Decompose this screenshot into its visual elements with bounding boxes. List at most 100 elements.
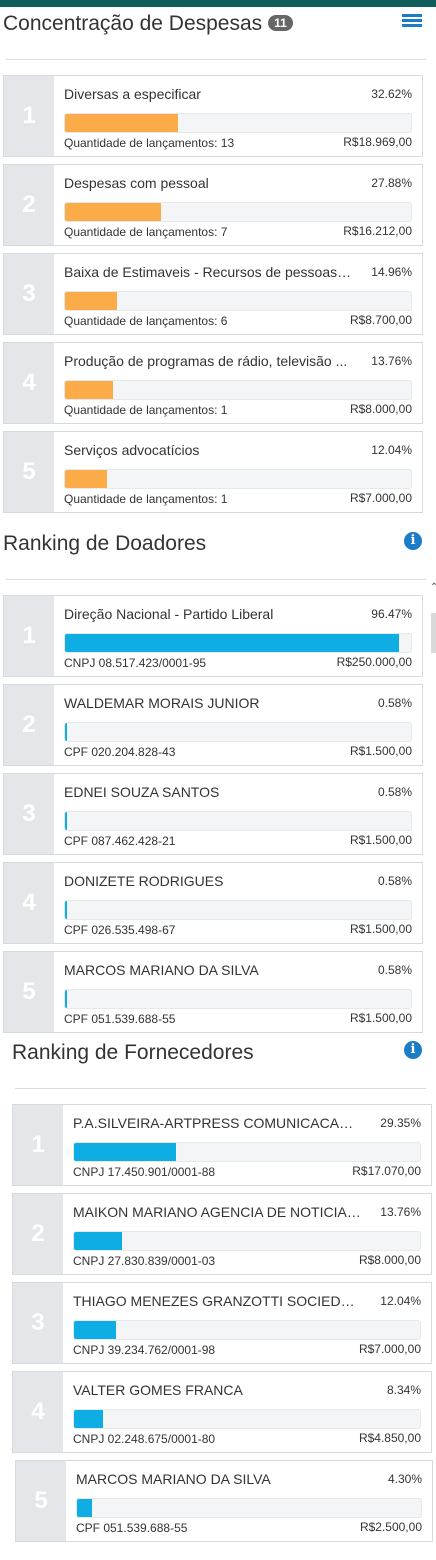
- item-amount: R$17.070,00: [352, 1164, 421, 1178]
- progress-fill: [65, 470, 107, 488]
- item-detail: CNPJ 08.517.423/0001-95: [64, 656, 207, 670]
- progress-bar: [76, 1498, 422, 1518]
- card-body: THIAGO MENEZES GRANZOTTI SOCIEDADE I... 1…: [73, 1283, 421, 1363]
- progress-fill: [65, 381, 113, 399]
- progress-bar: [64, 113, 412, 133]
- progress-bar: [64, 722, 412, 742]
- item-amount: R$4.850,00: [358, 1431, 421, 1445]
- item-amount: R$18.969,00: [343, 135, 412, 149]
- item-detail: Quantidade de lançamentos: 7: [64, 225, 228, 239]
- progress-bar: [64, 202, 412, 222]
- item-name: Baixa de Estimaveis - Recursos de pessoa…: [64, 264, 354, 280]
- progress-fill: [65, 901, 68, 919]
- top-accent-bar: [0, 0, 436, 7]
- ranking-card[interactable]: 2 Despesas com pessoal 27.88% Quantidade de…: [3, 164, 423, 246]
- card-body: WALDEMAR MORAIS JUNIOR 0.58% CPF 020.204.8…: [64, 685, 412, 765]
- item-amount: R$8.000,00: [358, 1253, 421, 1267]
- progress-bar: [64, 291, 412, 311]
- ranking-card[interactable]: 4 DONIZETE RODRIGUES 0.58% CPF 026.535.498-…: [3, 862, 423, 944]
- item-percent: 0.58%: [377, 785, 412, 799]
- card-body: Produção de programas de rádio, televisã…: [64, 343, 412, 423]
- ranking-card[interactable]: 5 MARCOS MARIANO DA SILVA 4.30% CPF 051.539…: [15, 1460, 433, 1542]
- item-name: Despesas com pessoal: [64, 175, 209, 191]
- progress-bar: [64, 989, 412, 1009]
- item-percent: 96.47%: [371, 607, 412, 621]
- item-percent: 12.04%: [371, 443, 412, 457]
- rank-number: 4: [4, 343, 54, 423]
- item-detail: CPF 020.204.828-43: [64, 745, 176, 759]
- ranking-card[interactable]: 1 P.A.SILVEIRA-ARTPRESS COMUNICACAO VIS..…: [12, 1104, 432, 1186]
- section-header-concentracao: Concentração de Despesas 11: [3, 10, 426, 60]
- item-name: DONIZETE RODRIGUES: [64, 873, 224, 889]
- rank-number: 5: [4, 432, 54, 512]
- section-header-fornecedores: Ranking de Fornecedores i: [12, 1039, 426, 1089]
- info-icon[interactable]: i: [404, 532, 422, 550]
- ranking-card[interactable]: 1 Direção Nacional - Partido Liberal 96.47…: [3, 595, 423, 677]
- ranking-card[interactable]: 1 Diversas a especificar 32.62% Quantidade …: [3, 75, 423, 157]
- item-detail: Quantidade de lançamentos: 13: [64, 136, 235, 150]
- card-body: Despesas com pessoal 27.88% Quantidade de …: [64, 165, 412, 245]
- progress-fill: [65, 203, 162, 221]
- item-name: EDNEI SOUZA SANTOS: [64, 784, 220, 800]
- item-detail: Quantidade de lançamentos: 1: [64, 492, 228, 506]
- ranking-card[interactable]: 3 Baixa de Estimaveis - Recursos de pesso…: [3, 253, 423, 335]
- ranking-card[interactable]: 5 Serviços advocatícios 12.04% Quantidade d…: [3, 431, 423, 513]
- ranking-card[interactable]: 2 MAIKON MARIANO AGENCIA DE NOTICIAS E...…: [12, 1193, 432, 1275]
- item-amount: R$1.500,00: [349, 1011, 412, 1025]
- item-percent: 13.76%: [371, 354, 412, 368]
- card-body: Serviços advocatícios 12.04% Quantidade de…: [64, 432, 412, 512]
- divider: [6, 59, 426, 60]
- ranking-card[interactable]: 2 WALDEMAR MORAIS JUNIOR 0.58% CPF 020.204.…: [3, 684, 423, 766]
- ranking-card[interactable]: 5 MARCOS MARIANO DA SILVA 0.58% CPF 051.539…: [3, 951, 423, 1033]
- progress-fill: [74, 1143, 176, 1161]
- item-percent: 4.30%: [387, 1472, 422, 1486]
- item-percent: 14.96%: [371, 265, 412, 279]
- info-icon[interactable]: i: [404, 1041, 422, 1059]
- item-amount: R$8.000,00: [349, 402, 412, 416]
- rank-number: 4: [13, 1372, 63, 1452]
- list-icon[interactable]: [402, 14, 422, 30]
- rank-number: 4: [4, 863, 54, 943]
- item-amount: R$7.000,00: [349, 491, 412, 505]
- item-name: Serviços advocatícios: [64, 442, 200, 458]
- ranking-card[interactable]: 3 EDNEI SOUZA SANTOS 0.58% CPF 087.462.428-…: [3, 773, 423, 855]
- item-detail: CNPJ 02.248.675/0001-80: [73, 1432, 216, 1446]
- item-percent: 0.58%: [377, 696, 412, 710]
- rank-number: 3: [4, 254, 54, 334]
- progress-bar: [64, 811, 412, 831]
- item-amount: R$1.500,00: [349, 922, 412, 936]
- rank-number: 2: [13, 1194, 63, 1274]
- item-detail: CPF 051.539.688-55: [76, 1521, 188, 1535]
- scrollbar-thumb[interactable]: [431, 613, 436, 653]
- ranking-card[interactable]: 4 Produção de programas de rádio, televis…: [3, 342, 423, 424]
- progress-bar: [64, 380, 412, 400]
- item-name: MARCOS MARIANO DA SILVA: [76, 1471, 271, 1487]
- progress-fill: [65, 812, 68, 830]
- item-detail: CPF 026.535.498-67: [64, 923, 176, 937]
- ranking-card[interactable]: 3 THIAGO MENEZES GRANZOTTI SOCIEDADE I...…: [12, 1282, 432, 1364]
- scroll-up-arrow[interactable]: ⌃: [430, 582, 436, 593]
- item-detail: Quantidade de lançamentos: 1: [64, 403, 228, 417]
- card-body: EDNEI SOUZA SANTOS 0.58% CPF 087.462.428-2…: [64, 774, 412, 854]
- divider: [6, 579, 426, 580]
- section-title: Ranking de Fornecedores: [12, 1041, 254, 1064]
- progress-bar: [64, 900, 412, 920]
- item-percent: 8.34%: [386, 1383, 421, 1397]
- card-body: VALTER GOMES FRANCA 8.34% CNPJ 02.248.675/…: [73, 1372, 421, 1452]
- item-name: VALTER GOMES FRANCA: [73, 1382, 243, 1398]
- rank-number: 1: [4, 596, 54, 676]
- item-percent: 27.88%: [371, 176, 412, 190]
- card-body: P.A.SILVEIRA-ARTPRESS COMUNICACAO VIS...…: [73, 1105, 421, 1185]
- item-detail: CNPJ 39.234.762/0001-98: [73, 1343, 216, 1357]
- section-title: Concentração de Despesas 11: [3, 12, 293, 36]
- item-amount: R$1.500,00: [349, 744, 412, 758]
- rank-number: 3: [13, 1283, 63, 1363]
- item-name: WALDEMAR MORAIS JUNIOR: [64, 695, 260, 711]
- ranking-card[interactable]: 4 VALTER GOMES FRANCA 8.34% CNPJ 02.248.675…: [12, 1371, 432, 1453]
- divider: [15, 1088, 426, 1089]
- rank-number: 5: [16, 1461, 66, 1541]
- item-percent: 0.58%: [377, 874, 412, 888]
- rank-number: 5: [4, 952, 54, 1032]
- progress-bar: [73, 1409, 421, 1429]
- progress-fill: [65, 723, 68, 741]
